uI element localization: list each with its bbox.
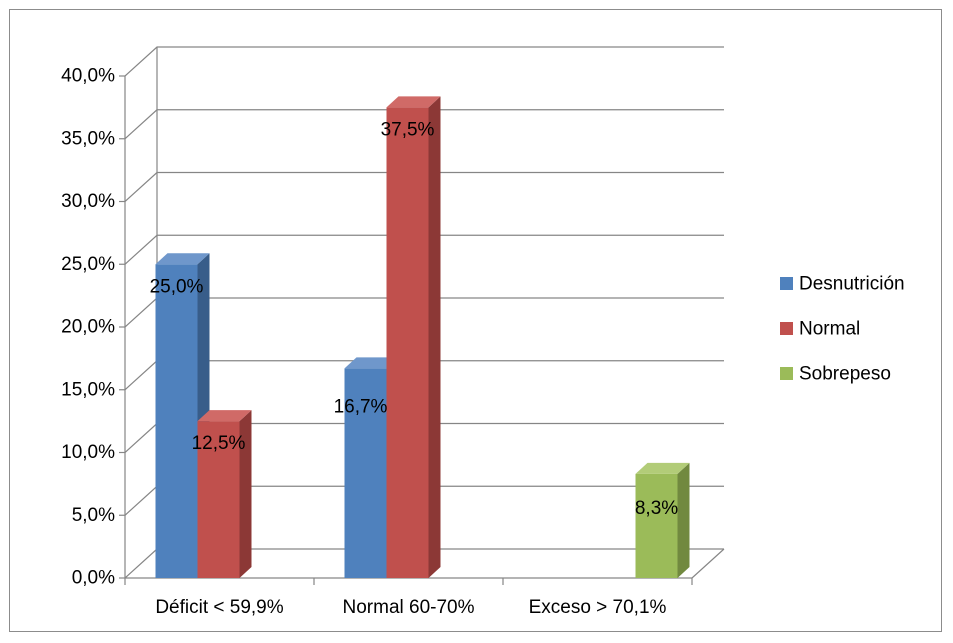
axes	[119, 75, 693, 585]
bar-top	[635, 462, 690, 474]
gridline	[124, 109, 724, 140]
bar-top	[155, 253, 210, 265]
legend: Desnutrición Normal Sobrepeso	[780, 274, 905, 385]
bar-front	[155, 264, 198, 578]
y-tick-label: 5,0%	[72, 505, 115, 526]
bar-top	[344, 357, 399, 369]
data-label: 16,7%	[334, 396, 388, 417]
x-tick-label: Exceso > 70,1%	[529, 597, 667, 618]
y-tick-label: 10,0%	[61, 442, 115, 463]
gridline	[124, 46, 724, 77]
bar-front	[344, 368, 387, 578]
legend-label: Normal	[799, 319, 860, 340]
y-tick-label: 15,0%	[61, 379, 115, 400]
legend-label: Sobrepeso	[799, 364, 891, 385]
x-tick-label: Normal 60-70%	[343, 597, 475, 618]
y-tick-label: 30,0%	[61, 191, 115, 212]
gridline	[124, 234, 724, 265]
chart-frame: 25,0% 12,5% 16,7% 37,5% 8,3% 0,0% 5,0% 10,0% 15…	[9, 9, 942, 632]
y-tick-label: 25,0%	[61, 254, 115, 275]
y-tick-labels: 0,0% 5,0% 10,0% 15,0% 20,0% 25,0% 30,0% 35,0% 40…	[61, 66, 115, 589]
bar-top	[197, 410, 252, 422]
bar-front	[386, 107, 429, 578]
chart-svg: 25,0% 12,5% 16,7% 37,5% 8,3% 0,0% 5,0% 10,0% 15…	[61, 46, 905, 618]
y-tick-label: 20,0%	[61, 317, 115, 338]
y-tick-label: 35,0%	[61, 128, 115, 149]
legend-swatch	[780, 367, 793, 380]
x-tick-labels: Déficit < 59,9% Normal 60-70% Exceso > 70,…	[155, 597, 666, 618]
legend-swatch	[780, 322, 793, 335]
y-tick-label: 40,0%	[61, 66, 115, 87]
bar-side	[677, 462, 690, 578]
data-label: 25,0%	[150, 276, 204, 297]
legend-label: Desnutrición	[799, 274, 905, 295]
gridline	[124, 171, 724, 202]
bar-front	[197, 421, 240, 578]
data-label: 37,5%	[381, 119, 435, 140]
x-tick-label: Déficit < 59,9%	[155, 597, 283, 618]
bars	[155, 96, 690, 578]
data-label: 8,3%	[635, 498, 678, 519]
bar-top	[386, 96, 441, 108]
bar-side	[428, 96, 441, 578]
data-label: 12,5%	[192, 433, 246, 454]
bar-side	[239, 410, 252, 578]
bar-front	[635, 473, 678, 578]
legend-swatch	[780, 277, 793, 290]
y-tick-label: 0,0%	[72, 568, 115, 589]
data-labels: 25,0% 12,5% 16,7% 37,5% 8,3%	[150, 119, 679, 518]
